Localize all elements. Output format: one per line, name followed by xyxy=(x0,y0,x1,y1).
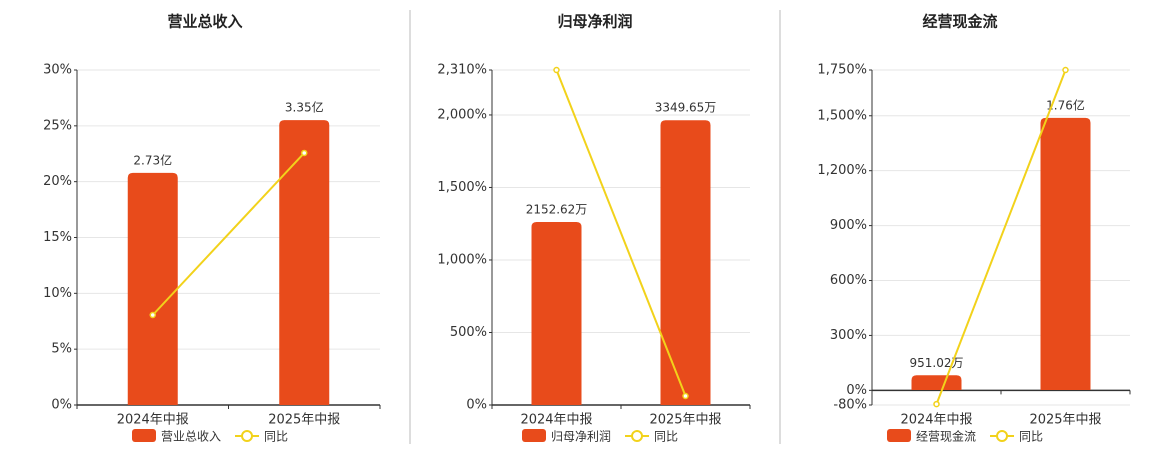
legend-label: 经营现金流 xyxy=(916,429,976,444)
x-tick-label: 2025年中报 xyxy=(1029,413,1101,428)
legend-label: 营业总收入 xyxy=(161,430,221,444)
y-tick-label: 1,500% xyxy=(437,180,487,195)
line xyxy=(555,69,687,397)
legend-swatch xyxy=(132,429,156,442)
data-label: 3349.65万 xyxy=(655,101,717,115)
legend-swatch xyxy=(631,430,644,442)
data-label: 3.35亿 xyxy=(285,100,324,115)
y-tick-label: 30% xyxy=(43,63,72,78)
y-tick-label: 10% xyxy=(43,286,72,301)
legend-swatch xyxy=(241,430,254,442)
y-tick-label: 5% xyxy=(51,342,72,357)
bar xyxy=(911,375,962,391)
x-tick-label: 2025年中报 xyxy=(649,413,721,428)
y-tick-label: 2,310% xyxy=(437,63,487,78)
y-tick-label: 1,500% xyxy=(817,108,867,123)
chart-title: 归母净利润 xyxy=(557,13,632,31)
line xyxy=(935,69,1067,405)
bar xyxy=(1040,117,1091,391)
bar xyxy=(660,120,711,405)
y-tick-label: 1,750% xyxy=(817,63,867,78)
legend-label: 同比 xyxy=(654,430,678,444)
y-tick-label: 0% xyxy=(466,398,487,413)
y-tick-label: 900% xyxy=(830,218,867,233)
line-point xyxy=(933,400,940,408)
data-label: 2.73亿 xyxy=(133,152,172,167)
y-tick-label: 0% xyxy=(846,383,867,398)
line-point xyxy=(553,66,560,74)
x-tick-label: 2024年中报 xyxy=(520,413,592,428)
data-label: 951.02万 xyxy=(910,356,964,370)
line xyxy=(152,152,305,316)
y-tick-label: 500% xyxy=(450,325,487,340)
y-tick-label: 600% xyxy=(830,273,867,288)
line-point xyxy=(682,392,689,400)
line-point xyxy=(149,311,156,319)
y-tick-label: 0% xyxy=(51,398,72,413)
y-tick-label: 20% xyxy=(43,174,72,189)
y-tick-label: 25% xyxy=(43,118,72,133)
legend-label: 归母净利润 xyxy=(551,430,611,444)
y-tick-label: 2,000% xyxy=(437,107,487,122)
y-tick-label: 1,200% xyxy=(817,163,867,178)
legend-swatch xyxy=(887,429,911,442)
legend-label: 同比 xyxy=(264,430,288,444)
x-tick-label: 2025年中报 xyxy=(268,413,340,428)
legend-swatch xyxy=(522,429,546,442)
data-label: 1.76亿 xyxy=(1046,97,1085,112)
y-tick-label: 15% xyxy=(43,230,72,245)
y-tick-label: 1,000% xyxy=(437,252,487,267)
bar xyxy=(127,172,178,405)
data-label: 2152.62万 xyxy=(526,202,588,216)
x-tick-label: 2024年中报 xyxy=(117,413,189,428)
x-tick-label: 2024年中报 xyxy=(900,413,972,428)
legend-label: 同比 xyxy=(1019,430,1043,444)
bar xyxy=(531,221,582,405)
line-point xyxy=(1062,66,1069,74)
bar xyxy=(279,120,330,405)
chart-title: 营业总收入 xyxy=(167,13,242,31)
y-tick-label: -80% xyxy=(833,398,867,413)
chart-title: 经营现金流 xyxy=(922,13,997,31)
y-tick-label: 300% xyxy=(830,328,867,343)
line-point xyxy=(301,149,308,157)
legend-swatch xyxy=(996,430,1009,442)
